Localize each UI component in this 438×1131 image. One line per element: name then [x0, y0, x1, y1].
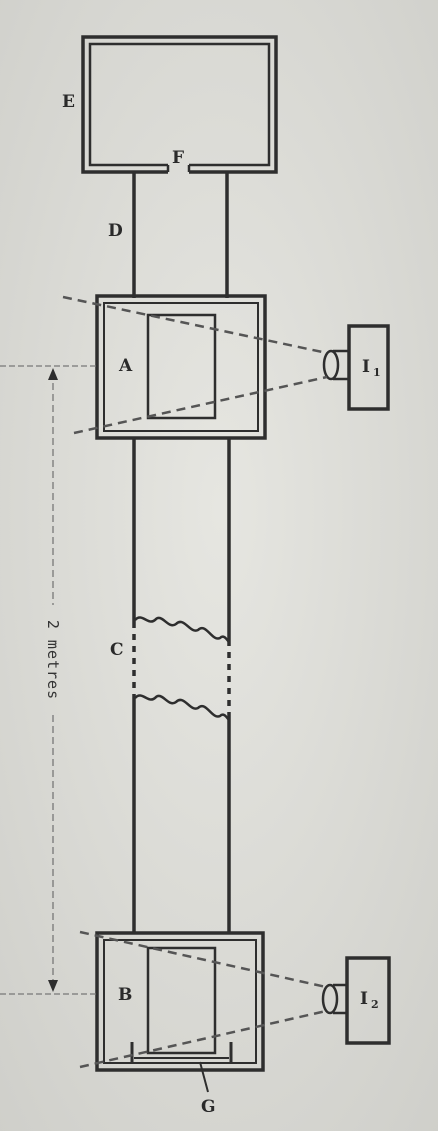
chamber-b [95, 931, 265, 1072]
rays-a [62, 295, 328, 435]
label-g: G [201, 1097, 216, 1117]
label-f: F [172, 148, 184, 168]
pointer-g [199, 1061, 209, 1093]
label-i1-subscript: 1 [373, 366, 381, 379]
tube-c [132, 438, 231, 933]
label-c: C [110, 640, 124, 660]
label-e: E [62, 92, 75, 112]
rays-b [79, 930, 327, 1069]
dimension-line [0, 365, 97, 995]
camera-i2 [321, 956, 391, 1045]
label-i1: I [362, 357, 370, 377]
label-b: B [118, 985, 132, 1005]
label-a: A [118, 356, 133, 376]
dimension-label: 2 metres [44, 620, 62, 700]
vessel-e [81, 35, 278, 174]
chamber-a [95, 294, 267, 440]
label-i2-subscript: 2 [371, 998, 379, 1011]
label-d: D [108, 221, 123, 241]
tube-d [132, 172, 229, 298]
label-i2: I [360, 989, 368, 1009]
dimension-arrows [48, 368, 58, 992]
camera-i1 [322, 324, 390, 411]
